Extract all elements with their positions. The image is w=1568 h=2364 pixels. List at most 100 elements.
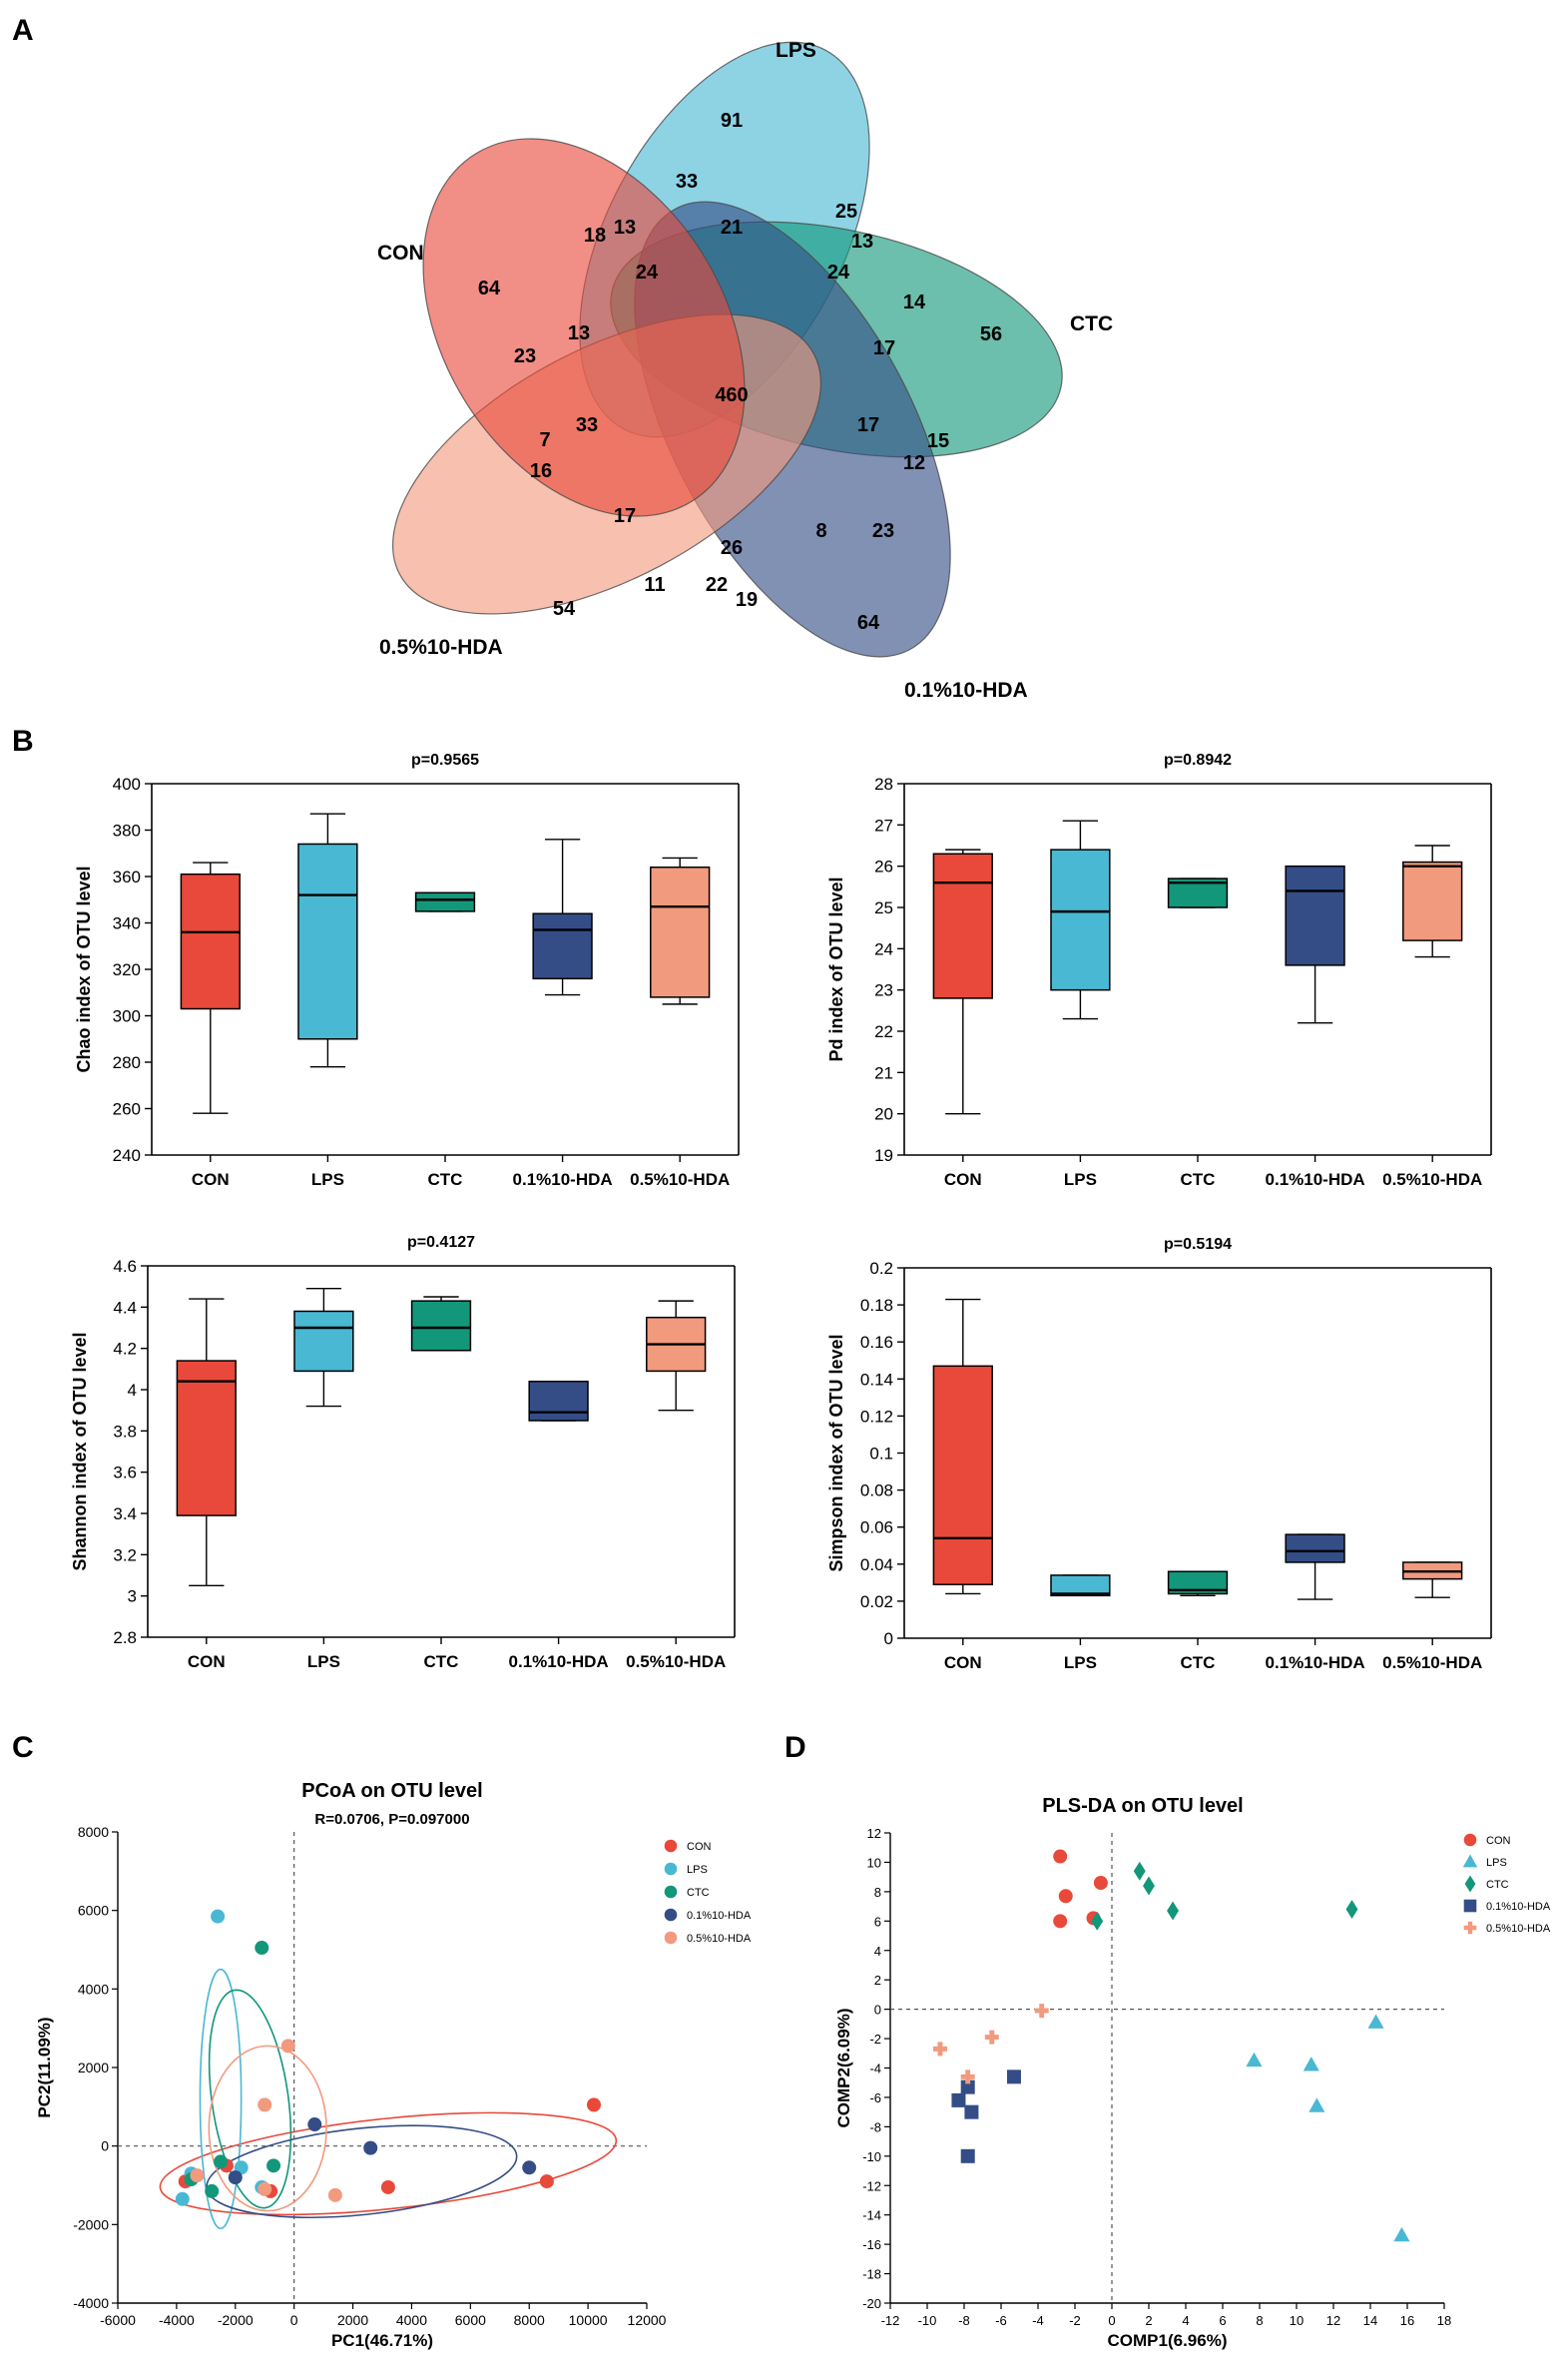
- data-point: [228, 2170, 243, 2185]
- data-point: [255, 1941, 269, 1956]
- venn-region-value: 91: [721, 110, 743, 132]
- x-tick-label: 8: [1256, 2313, 1263, 2328]
- chart-title: p=0.8942: [1164, 752, 1232, 769]
- x-tick-label: 4: [1182, 2313, 1189, 2328]
- x-tick-label: 12000: [628, 2312, 667, 2328]
- y-axis-label: Pd index of OTU level: [826, 877, 846, 1061]
- chart-subtitle: R=0.0706, P=0.097000: [314, 1811, 469, 1828]
- venn-region-value: 64: [478, 278, 501, 299]
- legend-marker: [1463, 1899, 1477, 1913]
- data-point: [1006, 2069, 1021, 2084]
- y-tick-label: -10: [862, 2149, 881, 2164]
- data-point: [960, 2148, 975, 2163]
- data-point: [214, 2154, 229, 2169]
- chart-title: p=0.9565: [411, 752, 479, 769]
- confidence-ellipse: [159, 2111, 618, 2216]
- y-tick-label: -20: [862, 2296, 881, 2311]
- data-point: [1308, 2097, 1325, 2112]
- venn-region-value: 19: [736, 589, 758, 611]
- data-point: [1053, 1849, 1068, 1864]
- venn-region-value: 17: [614, 505, 636, 527]
- data-point: [307, 2117, 322, 2132]
- y-tick-label: -18: [862, 2267, 881, 2282]
- y-tick-label: 4: [128, 1381, 137, 1400]
- y-tick-label: 3.8: [113, 1422, 137, 1441]
- venn-region-value: 24: [827, 262, 850, 284]
- y-tick-label: 240: [113, 1146, 141, 1165]
- data-point: [1133, 1861, 1146, 1881]
- venn-label-ctc: CTC: [1070, 312, 1113, 335]
- y-tick-label: 0.12: [860, 1407, 893, 1426]
- venn-region-value: 23: [514, 345, 536, 367]
- data-point: [1091, 1911, 1104, 1931]
- box: [932, 853, 993, 999]
- plsda-scatter-plot: -12 -10 -8 -6 -4 -2 0 2 4 6 8 10 12 14 16 18-20-18-16-1…: [834, 1795, 1551, 2350]
- y-tick-label: 2.8: [113, 1628, 137, 1647]
- y-tick-label: -4: [869, 2062, 881, 2076]
- box: [1285, 865, 1345, 966]
- x-tick-label: 0.5%10-HDA: [630, 1170, 730, 1189]
- y-tick-label: 22: [874, 1022, 893, 1041]
- y-tick-label: 280: [113, 1053, 141, 1072]
- legend-marker: [1463, 1921, 1477, 1935]
- box: [297, 843, 358, 1040]
- data-point: [175, 2191, 190, 2206]
- legend-label: LPS: [687, 1864, 708, 1876]
- data-point: [1053, 1914, 1068, 1929]
- venn-region-value: 18: [584, 225, 606, 247]
- data-point: [327, 2187, 342, 2202]
- panel-label-c: C: [12, 1731, 34, 1764]
- data-point: [1058, 1889, 1073, 1904]
- confidence-ellipse: [206, 2124, 518, 2219]
- y-tick-label: 360: [113, 868, 141, 886]
- data-point: [363, 2140, 378, 2155]
- x-tick-label: -6000: [100, 2312, 136, 2328]
- y-tick-label: 0.04: [860, 1555, 893, 1574]
- chart-title: PLS-DA on OTU level: [1042, 1795, 1244, 1817]
- data-point: [587, 2097, 601, 2112]
- data-point: [1167, 1901, 1179, 1921]
- x-tick-label: 8000: [514, 2312, 545, 2328]
- x-tick-label: 14: [1363, 2313, 1377, 2328]
- y-tick-label: 380: [113, 822, 141, 841]
- y-tick-label: 8: [874, 1885, 881, 1900]
- y-tick-label: 2: [874, 1973, 881, 1988]
- y-tick-label: 23: [874, 981, 893, 1000]
- pcoa-scatter-plot: -6000 -4000 -2000 0 2000 4000 6000 8000 10000 120…: [35, 1780, 752, 2350]
- data-point: [951, 2092, 966, 2107]
- data-point: [258, 2181, 272, 2196]
- box: [532, 912, 593, 980]
- x-tick-label: -8: [958, 2313, 970, 2328]
- y-tick-label: 0.16: [860, 1333, 893, 1352]
- x-tick-label: 0.1%10-HDA: [513, 1170, 613, 1189]
- box: [1167, 1570, 1229, 1595]
- y-tick-label: 25: [874, 898, 893, 917]
- y-tick-label: 4000: [78, 1981, 109, 1997]
- box: [1050, 849, 1111, 991]
- y-tick-label: 0.2: [869, 1259, 893, 1278]
- box: [293, 1310, 354, 1373]
- x-tick-label: 0.5%10-HDA: [626, 1652, 726, 1671]
- legend-label: LPS: [1486, 1857, 1507, 1869]
- y-tick-label: 0.08: [860, 1481, 893, 1500]
- legend-label: 0.5%10-HDA: [687, 1933, 752, 1945]
- box-plot-simpson: 0 0.02 0.04 0.06 0.08 0.1 0.12 0.14 0.16 0.18 0.2 p…: [826, 1236, 1492, 1672]
- x-tick-label: 18: [1437, 2313, 1451, 2328]
- legend-marker: [664, 1885, 678, 1899]
- venn-region-value: 17: [857, 414, 879, 436]
- venn-region-value: 8: [815, 520, 826, 542]
- y-tick-label: 4.6: [113, 1257, 137, 1276]
- y-tick-label: 3.2: [113, 1545, 137, 1564]
- legend-label: 0.5%10-HDA: [1486, 1923, 1551, 1935]
- venn-region-value: 15: [927, 430, 949, 452]
- y-tick-label: 3.6: [113, 1464, 137, 1482]
- venn-region-value: 7: [539, 429, 550, 451]
- x-tick-label: -4000: [159, 2312, 195, 2328]
- x-tick-label: 6: [1219, 2313, 1226, 2328]
- box: [650, 866, 711, 998]
- data-point: [1303, 2057, 1319, 2071]
- y-tick-label: 400: [113, 775, 141, 794]
- y-axis-label: Shannon index of OTU level: [70, 1332, 90, 1570]
- venn-region-value: 54: [553, 598, 576, 620]
- box-plot-pd: 19 20 21 22 23 24 25 26 27 28 p=0.8942 Pd index of …: [826, 752, 1492, 1189]
